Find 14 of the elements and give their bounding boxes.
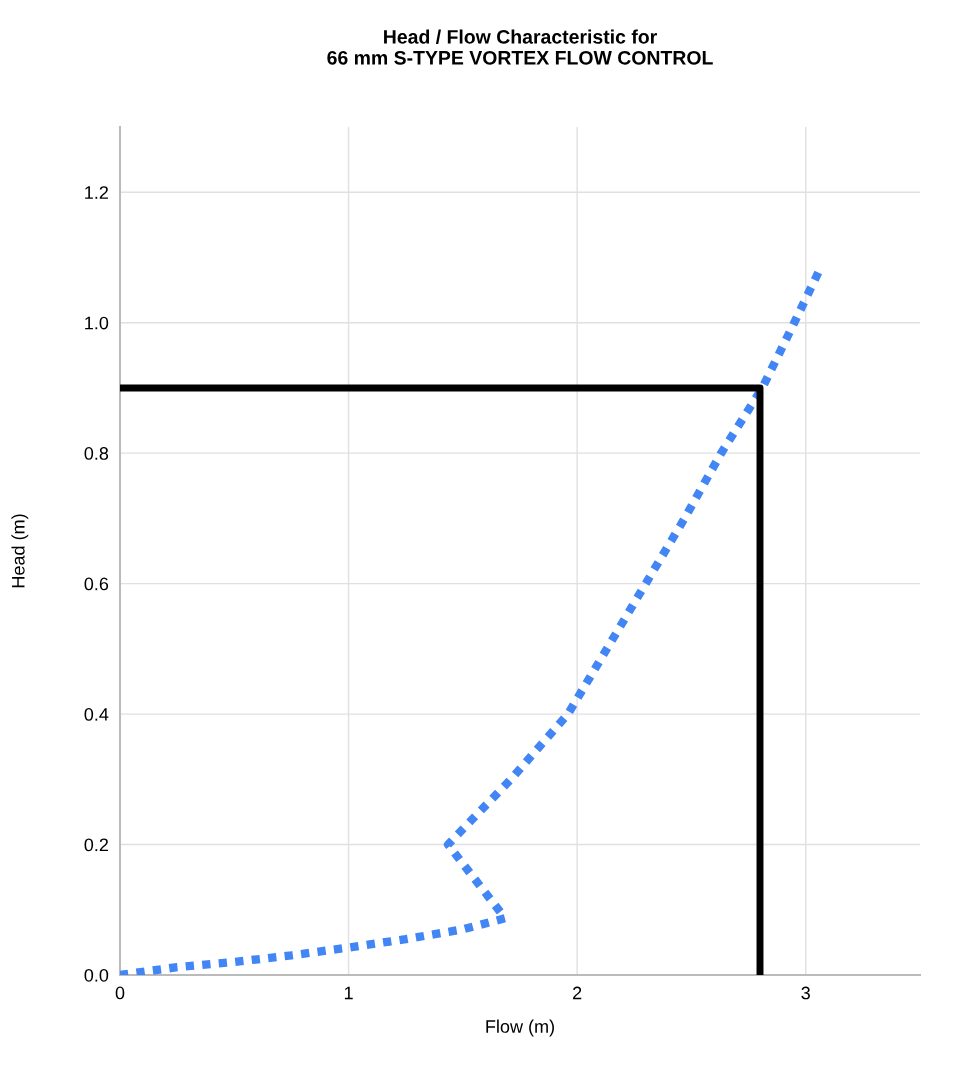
y-tick-label: 0.0	[84, 968, 109, 982]
y-tick-label: 0.8	[84, 447, 109, 460]
x-tick-label: 2	[573, 986, 582, 1000]
x-tick-label: 1	[344, 986, 353, 1000]
x-tick-label: 3	[801, 986, 810, 1000]
y-tick-label: 1.0	[85, 316, 109, 330]
y-tick-label: 0.2	[84, 838, 108, 852]
y-tick-label: 0.4	[84, 708, 109, 721]
y-tick-label: 0.6	[84, 577, 109, 591]
y-tick-label: 1.2	[85, 186, 108, 199]
chart-title: Head / Flow Characteristic for 66 mm S-TYPE VORTEX FLOW CONTROL	[327, 29, 713, 65]
x-tick-label: 0	[115, 986, 125, 1000]
x-axis-title: Flow (m)	[486, 1019, 554, 1037]
y-axis-title: Head (m)	[11, 514, 29, 588]
